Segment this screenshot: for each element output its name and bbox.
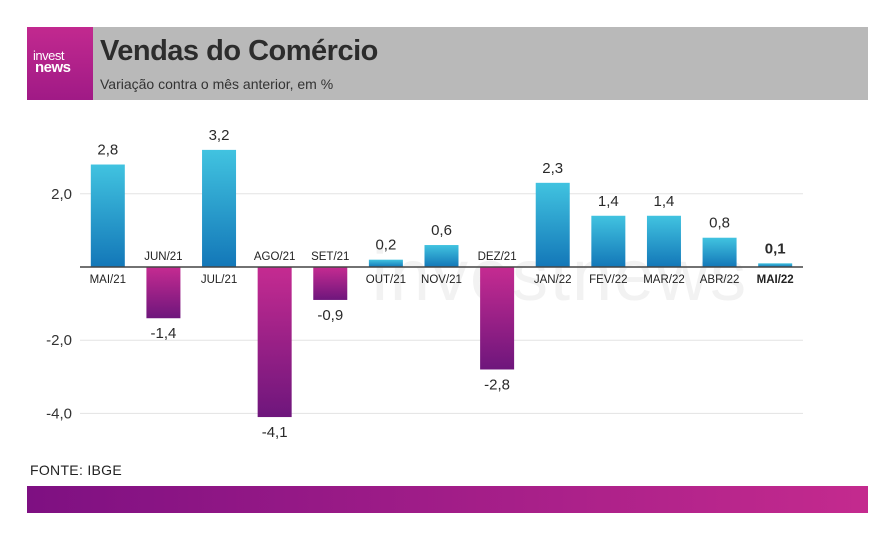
chart-subtitle: Variação contra o mês anterior, em %: [100, 76, 334, 92]
data-label: 2,8: [97, 142, 118, 159]
bar: [368, 259, 403, 267]
bar: [758, 263, 793, 267]
data-label: -2,8: [484, 376, 510, 393]
data-label: 0,2: [375, 237, 396, 254]
bar: [257, 267, 292, 418]
category-label: MAI/21: [90, 274, 126, 286]
data-label: 1,4: [598, 193, 619, 210]
logo-text-top: invest: [33, 48, 64, 63]
bar: [202, 149, 237, 267]
bar: [702, 237, 737, 267]
y-tick-label: -4,0: [46, 405, 72, 422]
data-label: -0,9: [317, 307, 343, 324]
category-label: ABR/22: [700, 274, 740, 286]
bar: [480, 267, 515, 370]
logo-text-bottom: news: [35, 59, 71, 76]
data-label: 1,4: [654, 193, 675, 210]
category-label: AGO/21: [254, 251, 296, 263]
y-tick-label: 2,0: [51, 186, 72, 203]
bottom-brand-bar: [27, 486, 868, 513]
category-label: NOV/21: [421, 274, 462, 286]
category-label: MAR/22: [643, 274, 685, 286]
bar: [424, 245, 459, 267]
bar: [535, 182, 570, 267]
category-label: MAI/22: [757, 274, 794, 286]
bar: [313, 267, 348, 300]
chart-header: invest news Vendas do Comércio Variação …: [27, 27, 868, 100]
category-label: JUL/21: [201, 274, 237, 286]
category-label: SET/21: [311, 251, 349, 263]
category-label: OUT/21: [366, 274, 406, 286]
investnews-logo: invest news: [27, 27, 93, 100]
category-label: FEV/22: [589, 274, 627, 286]
category-label: DEZ/21: [478, 251, 517, 263]
bar: [90, 164, 125, 267]
data-label: 0,6: [431, 222, 452, 239]
bar: [646, 215, 681, 267]
category-label: JUN/21: [144, 251, 182, 263]
data-label: -4,1: [262, 424, 288, 441]
data-label: 2,3: [542, 160, 563, 177]
bar: [146, 267, 181, 319]
bar: [591, 215, 626, 267]
chart-title: Vendas do Comércio: [100, 35, 378, 67]
category-label: JAN/22: [534, 274, 572, 286]
data-label: 3,2: [209, 127, 230, 144]
y-tick-label: -2,0: [46, 332, 72, 349]
data-label: 0,1: [765, 240, 786, 257]
data-label: 0,8: [709, 215, 730, 232]
source-note: FONTE: IBGE: [30, 462, 122, 478]
data-label: -1,4: [150, 325, 176, 342]
